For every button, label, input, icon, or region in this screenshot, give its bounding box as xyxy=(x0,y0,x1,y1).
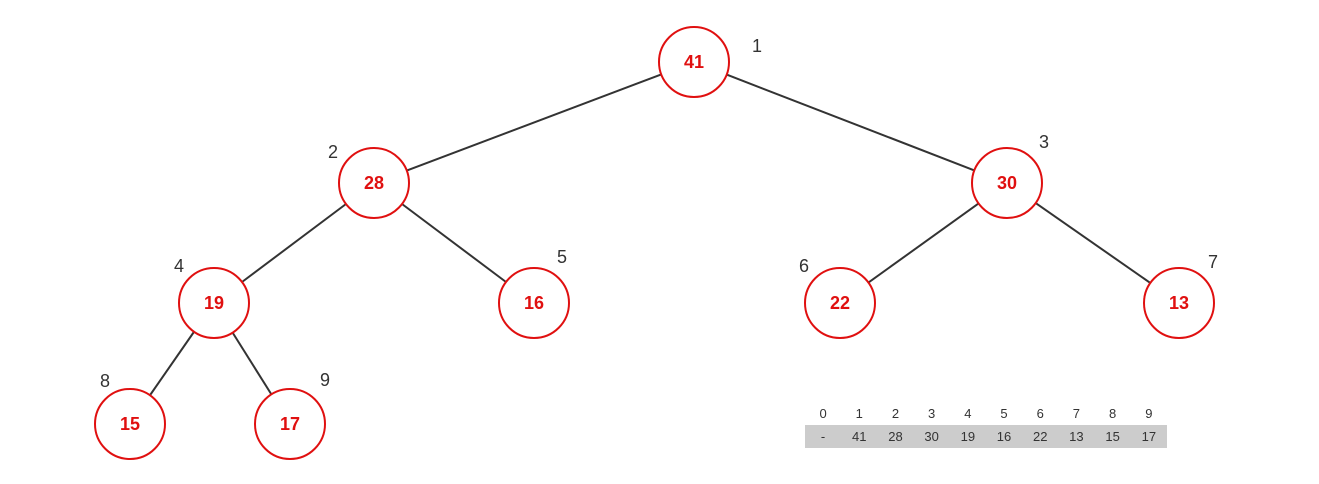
heap-node: 22 6 xyxy=(799,256,876,339)
node-value: 30 xyxy=(997,173,1017,193)
node-circle xyxy=(178,267,250,339)
array-value-cell: 28 xyxy=(877,425,914,448)
node-circle xyxy=(804,267,876,339)
array-value-cell: 15 xyxy=(1094,425,1131,448)
node-index-label: 1 xyxy=(752,36,762,56)
heap-node: 17 9 xyxy=(254,370,330,460)
node-index-label: 6 xyxy=(799,256,809,276)
node-circle xyxy=(971,147,1043,219)
tree-edge xyxy=(406,73,662,172)
node-index-label: 7 xyxy=(1208,252,1218,272)
array-index-cell: 7 xyxy=(1072,406,1081,421)
array-value-cell: - xyxy=(805,425,842,448)
node-index-label: 9 xyxy=(320,370,330,390)
heap-node: 15 8 xyxy=(94,371,166,460)
node-index-label: 8 xyxy=(100,371,110,391)
heap-node: 19 4 xyxy=(174,256,250,339)
node-index-label: 2 xyxy=(328,142,338,162)
node-value: 13 xyxy=(1169,293,1189,313)
array-index-cell: 5 xyxy=(1000,406,1008,421)
node-value: 17 xyxy=(280,414,300,434)
array-index-cell: 4 xyxy=(964,406,972,421)
node-circle xyxy=(498,267,570,339)
array-value-cell: 16 xyxy=(985,425,1023,448)
node-value: 16 xyxy=(524,293,544,313)
array-value-cell: 30 xyxy=(913,425,950,448)
node-value: 19 xyxy=(204,293,224,313)
tree-edge xyxy=(401,203,507,283)
node-value: 28 xyxy=(364,173,384,193)
heap-node: 16 5 xyxy=(498,247,570,339)
node-circle xyxy=(94,388,166,460)
heap-node: 13 7 xyxy=(1143,252,1218,339)
array-index-row: 0 1 2 3 4 5 6 7 8 9 xyxy=(805,402,1167,425)
array-value-cell: 13 xyxy=(1058,425,1095,448)
node-circle xyxy=(1143,267,1215,339)
array-value-cell: 17 xyxy=(1130,425,1167,448)
tree-edge xyxy=(241,203,347,283)
heap-node: 28 2 xyxy=(328,142,410,219)
tree-edge xyxy=(149,331,195,396)
node-circle xyxy=(338,147,410,219)
array-value-row: - 41 28 30 19 16 22 13 15 17 xyxy=(805,425,1167,448)
array-index-cell: 1 xyxy=(855,406,863,421)
heap-array-table: 0 1 2 3 4 5 6 7 8 9 - 41 28 30 19 16 22 … xyxy=(805,402,1167,448)
node-circle xyxy=(254,388,326,460)
array-index-cell: 6 xyxy=(1036,406,1044,421)
node-index-label: 4 xyxy=(174,256,184,276)
array-index-cell: 2 xyxy=(891,406,900,421)
node-circle xyxy=(658,26,730,98)
array-index-cell: 8 xyxy=(1108,406,1117,421)
node-index-label: 3 xyxy=(1039,132,1049,152)
array-value-cell: 41 xyxy=(841,425,878,448)
tree-edge xyxy=(867,202,980,284)
node-index-label: 5 xyxy=(557,247,567,267)
array-index-cell: 0 xyxy=(819,406,827,421)
array-value-cell: 22 xyxy=(1022,425,1059,448)
node-value: 15 xyxy=(120,414,140,434)
array-value-cell: 19 xyxy=(949,425,986,448)
node-value: 22 xyxy=(830,293,850,313)
tree-edge xyxy=(1035,202,1151,284)
tree-edges xyxy=(149,73,1151,396)
node-value: 41 xyxy=(684,52,704,72)
heap-node: 41 1 xyxy=(658,26,762,98)
array-index-cell: 9 xyxy=(1145,406,1153,421)
array-index-cell: 3 xyxy=(928,406,936,421)
heap-node: 30 3 xyxy=(971,132,1049,219)
tree-edge xyxy=(231,332,273,395)
tree-edge xyxy=(726,73,975,172)
